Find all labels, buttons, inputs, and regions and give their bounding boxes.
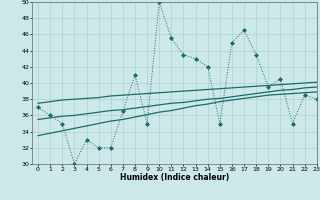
X-axis label: Humidex (Indice chaleur): Humidex (Indice chaleur) xyxy=(120,173,229,182)
